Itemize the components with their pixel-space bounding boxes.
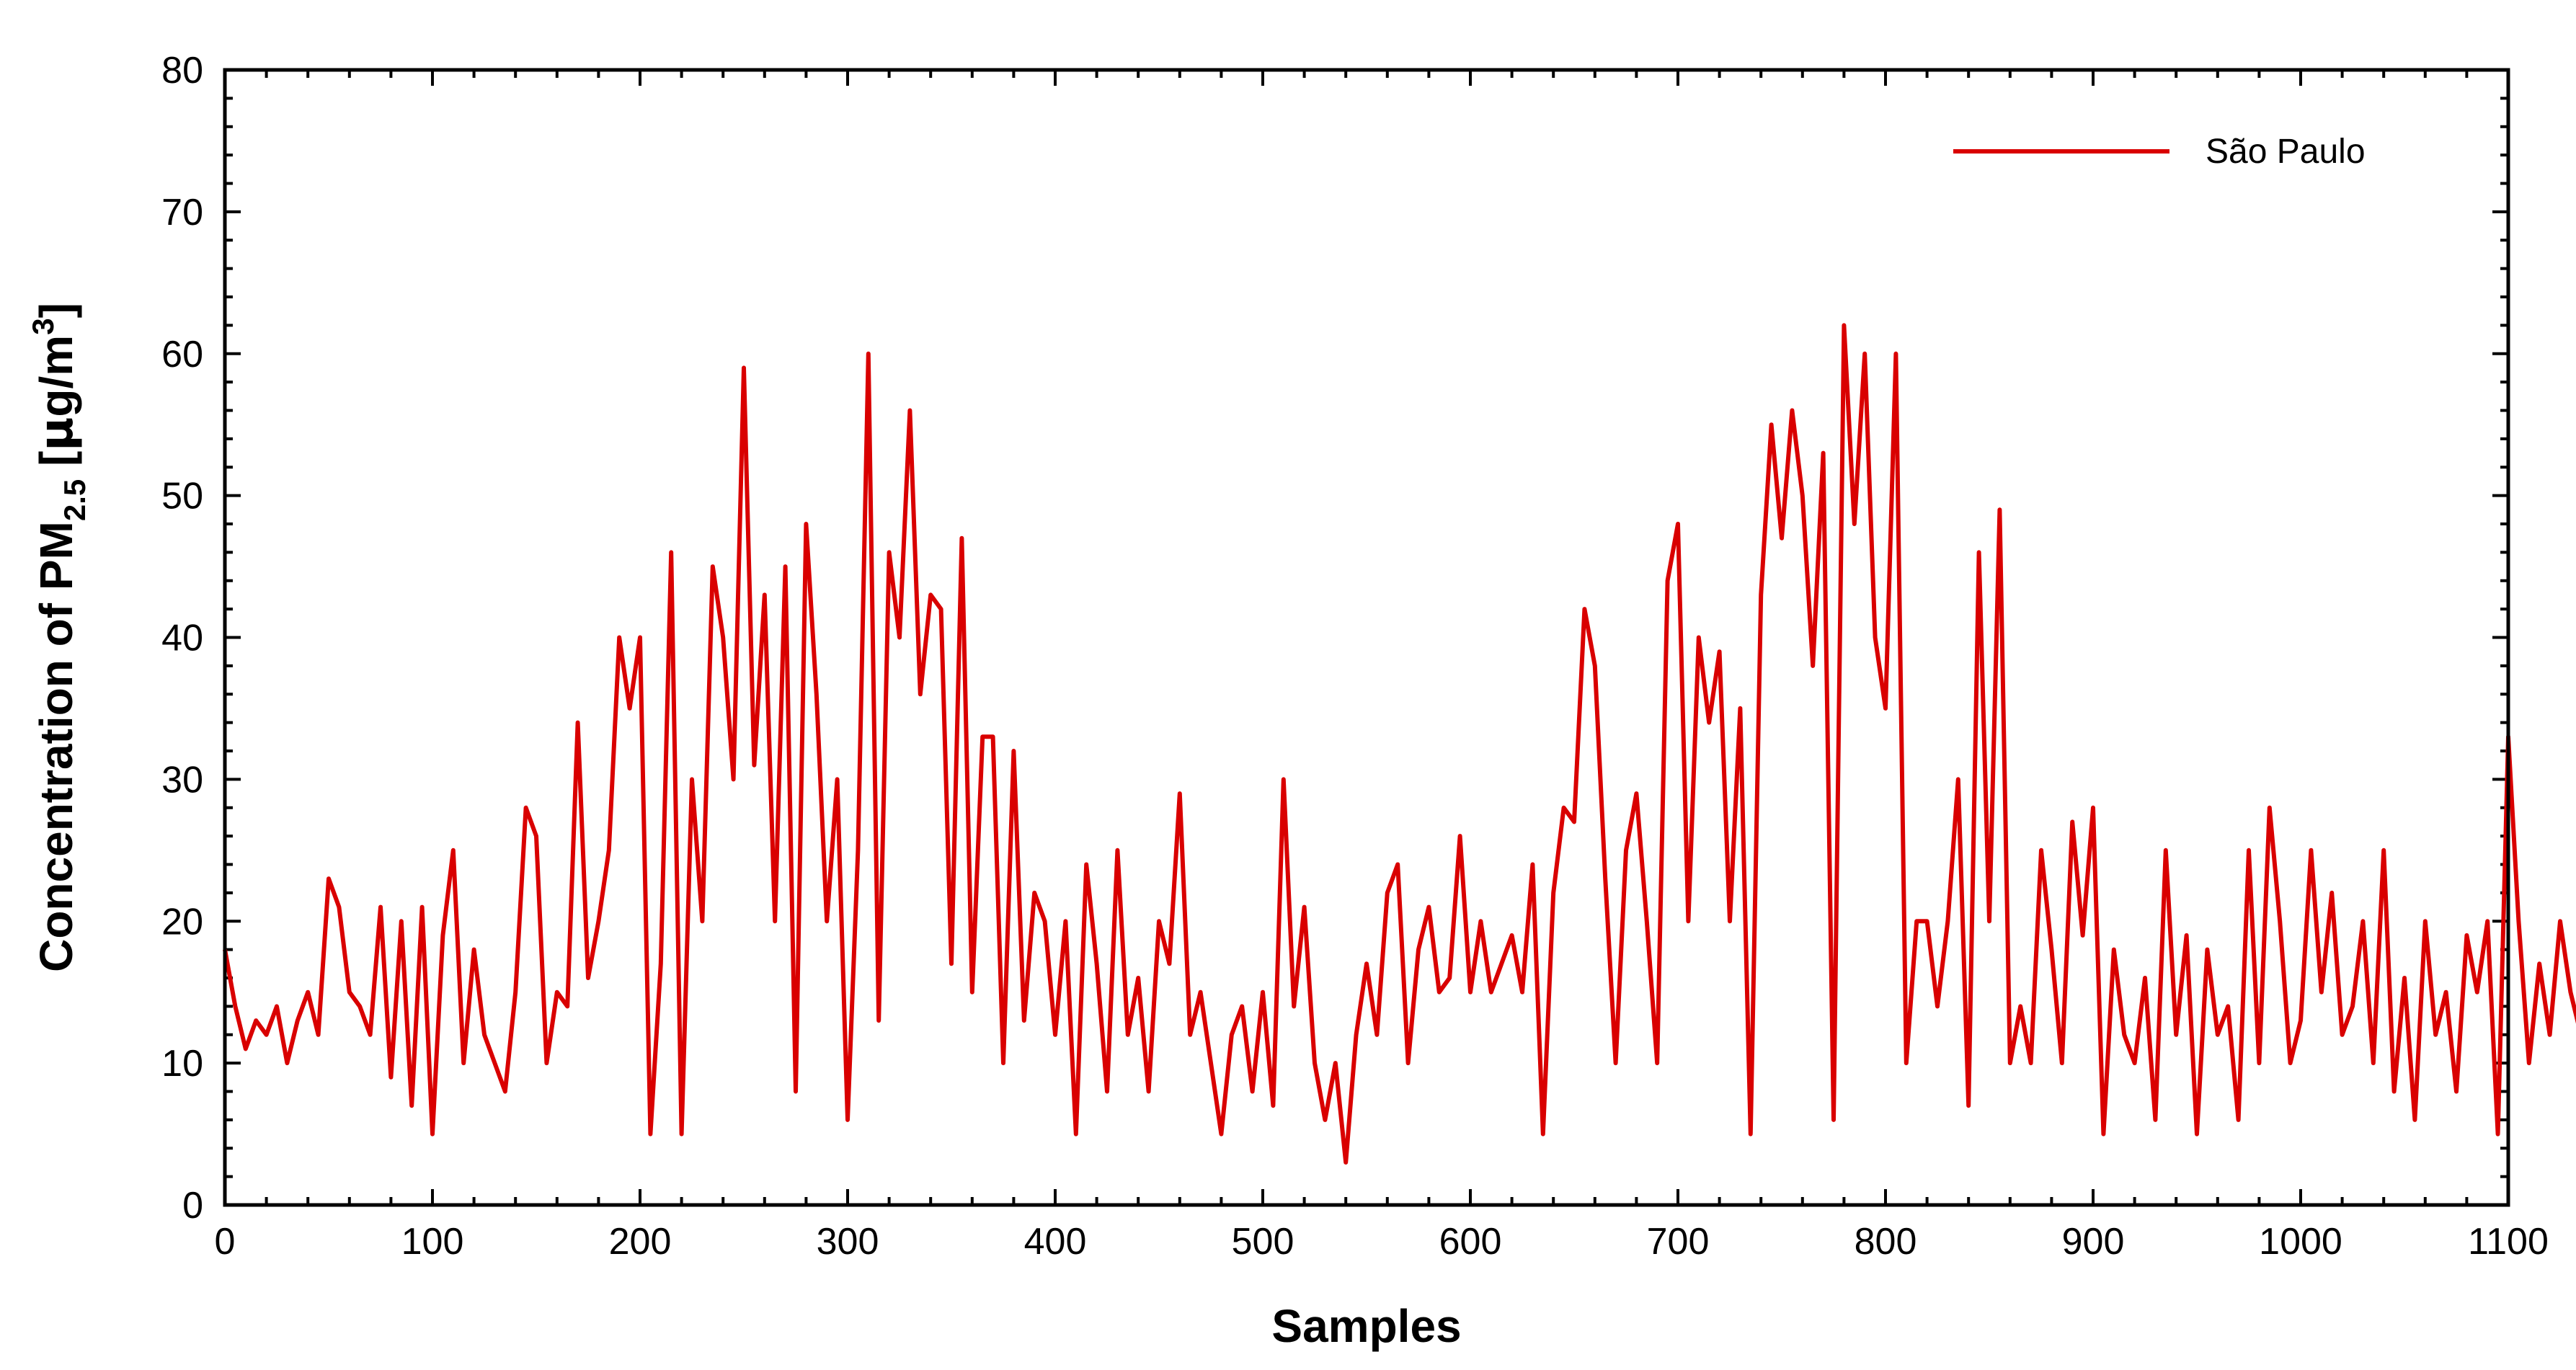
y-axis-title: Concentration of PM2.5 [μg/m3]	[26, 303, 92, 972]
legend: São Paulo	[1953, 133, 2366, 171]
y-tick-labels: 0 10 20 30 40 50 60 70 80	[161, 50, 203, 1227]
x-tick-label: 0	[215, 1221, 236, 1263]
x-tick-label: 600	[1439, 1221, 1502, 1263]
y-axis-title-superscript: 3	[26, 318, 60, 334]
x-tick-label: 1000	[2259, 1221, 2342, 1263]
y-tick-label: 80	[161, 50, 203, 92]
y-axis-title-unit-open: [	[30, 451, 82, 479]
y-tick-label: 60	[161, 334, 203, 375]
y-tick-label: 30	[161, 759, 203, 801]
x-tick-label: 700	[1647, 1221, 1710, 1263]
y-axis-title-mu: μ	[30, 417, 84, 451]
y-tick-label: 20	[161, 901, 203, 943]
y-tick-label: 70	[161, 192, 203, 233]
y-axis-title-unit-mid: g/m	[30, 335, 82, 417]
tick-marks	[223, 68, 2510, 1206]
x-tick-label: 100	[401, 1221, 464, 1263]
x-tick-label: 400	[1024, 1221, 1087, 1263]
x-tick-label: 1100	[2468, 1221, 2549, 1263]
series-line-sao-paulo	[223, 323, 2576, 1165]
x-tick-label: 500	[1232, 1221, 1294, 1263]
x-tick-label: 900	[2062, 1221, 2125, 1263]
y-axis-title-prefix: Concentration of PM	[30, 521, 82, 972]
x-tick-labels: 0 100 200 300 400 500 600 700 800 900 1000 1100	[215, 1221, 2549, 1263]
plot-frame	[223, 68, 2510, 1207]
y-axis-title-subscript: 2.5	[58, 479, 92, 521]
y-axis-title-unit-close: ]	[30, 303, 82, 318]
y-tick-label: 50	[161, 476, 203, 517]
x-tick-label: 200	[609, 1221, 672, 1263]
series-layer	[223, 323, 2576, 1165]
legend-label-sao-paulo: São Paulo	[2206, 133, 2366, 171]
y-tick-label: 40	[161, 618, 203, 659]
x-axis-title: Samples	[1271, 1300, 1461, 1352]
x-tick-label: 800	[1855, 1221, 1917, 1263]
y-tick-label: 0	[182, 1185, 203, 1227]
y-tick-label: 10	[161, 1043, 203, 1085]
x-tick-label: 300	[817, 1221, 879, 1263]
